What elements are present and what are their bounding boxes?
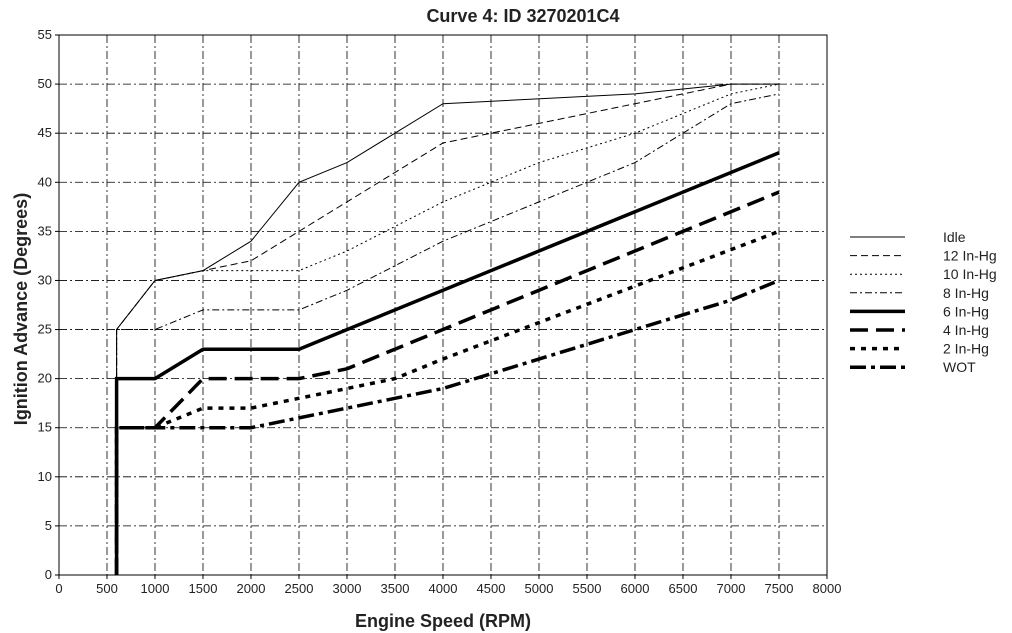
x-tick-label: 3000 (333, 581, 362, 596)
series-line-12-in-hg (116, 83, 779, 575)
series-line-wot (114, 278, 780, 575)
x-tick-label: 0 (55, 581, 62, 596)
x-tick-label: 2500 (285, 581, 314, 596)
series-line-8-in-hg (116, 93, 780, 575)
y-tick-label: 0 (45, 567, 52, 582)
series-lines (114, 83, 780, 575)
legend-label-2-in-hg: 2 In-Hg (943, 341, 989, 357)
grid (59, 35, 827, 575)
x-tick-label: 3500 (381, 581, 410, 596)
y-tick-label: 40 (38, 174, 52, 189)
x-tick-label: 500 (96, 581, 118, 596)
legend: Idle 12 In-Hg 10 In-Hg 8 In-Hg 6 In-Hg 4 In-H… (850, 229, 997, 375)
legend-label-wot: WOT (943, 359, 976, 375)
y-tick-label: 55 (38, 27, 52, 42)
legend-label-idle: Idle (943, 229, 966, 245)
y-tick-label: 50 (38, 76, 52, 91)
series-line-10-in-hg (116, 83, 780, 575)
x-tick-label: 7000 (717, 581, 746, 596)
y-tick-label: 15 (38, 420, 52, 435)
y-tick-label: 45 (38, 125, 52, 140)
series-line-4-in-hg (114, 190, 780, 575)
chart-title: Curve 4: ID 3270201C4 (426, 6, 619, 26)
x-tick-label: 5000 (525, 581, 554, 596)
legend-label-6-in-hg: 6 In-Hg (943, 303, 989, 319)
y-tick-label: 5 (45, 518, 52, 533)
x-tick-label: 6500 (669, 581, 698, 596)
x-tick-label: 8000 (813, 581, 842, 596)
y-tick-label: 35 (38, 223, 52, 238)
y-tick-label: 20 (38, 371, 52, 386)
x-tick-label: 1500 (189, 581, 218, 596)
legend-label-8-in-hg: 8 In-Hg (943, 285, 989, 301)
y-axis-title: Ignition Advance (Degrees) (11, 193, 31, 425)
x-tick-label: 4000 (429, 581, 458, 596)
y-tick-label: 10 (38, 469, 52, 484)
x-tick-label: 2000 (237, 581, 266, 596)
x-tick-label: 1000 (141, 581, 170, 596)
series-line-6-in-hg (114, 151, 780, 575)
x-tick-label: 6000 (621, 581, 650, 596)
x-tick-label: 4500 (477, 581, 506, 596)
legend-label-10-in-hg: 10 In-Hg (943, 266, 997, 282)
x-tick-label: 7500 (765, 581, 794, 596)
x-axis-title: Engine Speed (RPM) (355, 611, 531, 631)
legend-label-4-in-hg: 4 In-Hg (943, 322, 989, 338)
axis-ticks: 0 500 1000 1500 2000 2500 3000 3500 4000 4500 5000… (38, 27, 842, 596)
y-tick-label: 30 (38, 272, 52, 287)
legend-label-12-in-hg: 12 In-Hg (943, 248, 997, 264)
x-tick-label: 5500 (573, 581, 602, 596)
y-tick-label: 25 (38, 322, 52, 337)
series-line-2-in-hg (114, 229, 780, 575)
